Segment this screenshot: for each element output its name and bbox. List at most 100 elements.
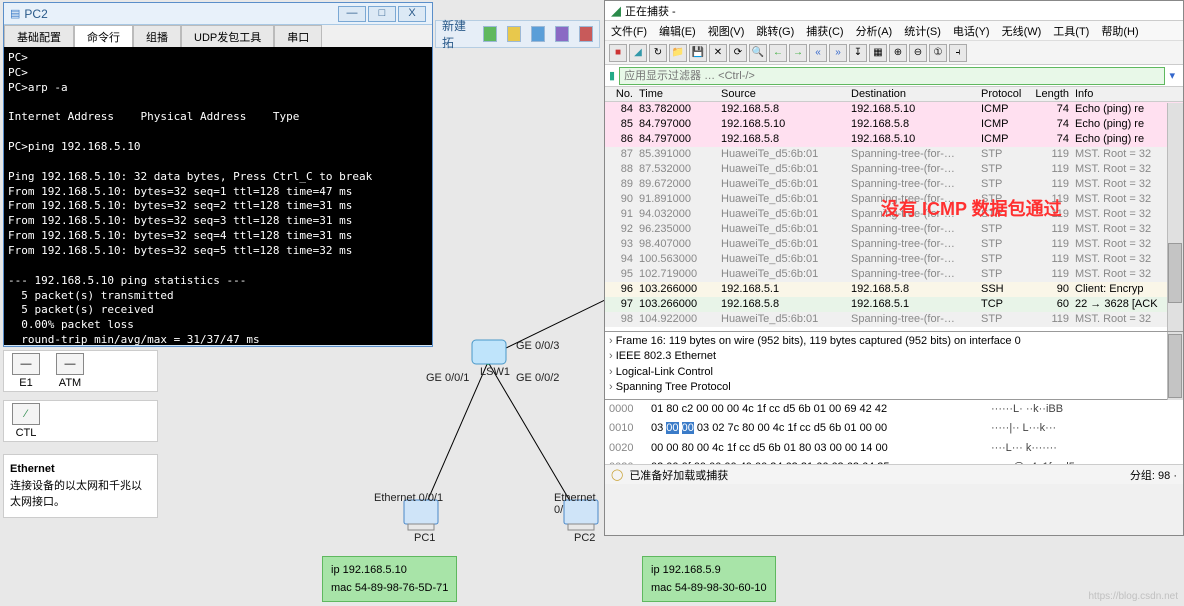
- palette-description: Ethernet 连接设备的以太网和千兆以太网接口。: [3, 454, 158, 518]
- packet-row[interactable]: 9091.891000HuaweiTe_d5:6b:01Spanning-tre…: [605, 192, 1183, 207]
- packet-row[interactable]: 8684.797000192.168.5.8192.168.5.10ICMP74…: [605, 132, 1183, 147]
- ensp-btn-5[interactable]: [579, 26, 593, 42]
- tab-basic[interactable]: 基础配置: [4, 25, 74, 47]
- packet-row[interactable]: 8887.532000HuaweiTe_d5:6b:01Spanning-tre…: [605, 162, 1183, 177]
- watermark: https://blog.csdn.net: [1088, 591, 1178, 602]
- menu-tools[interactable]: 工具(T): [1053, 23, 1089, 39]
- wireshark-titlebar[interactable]: ◢ 正在捕获 -: [605, 1, 1183, 21]
- tab-udp[interactable]: UDP发包工具: [181, 25, 274, 47]
- filter-input[interactable]: [619, 67, 1165, 85]
- tab-multicast[interactable]: 组播: [133, 25, 181, 47]
- pc-icon: ▤: [10, 7, 20, 20]
- wireshark-statusbar: ◯ 已准备好加载或捕获 分组: 98 ·: [605, 464, 1183, 484]
- ensp-btn-4[interactable]: [555, 26, 569, 42]
- tb-save[interactable]: 💾: [689, 44, 707, 62]
- pc2-tabs: 基础配置 命令行 组播 UDP发包工具 串口: [4, 25, 432, 47]
- menu-capture[interactable]: 捕获(C): [806, 23, 843, 39]
- detail-frame[interactable]: Frame 16: 119 bytes on wire (952 bits), …: [609, 334, 1179, 349]
- tb-zoomreset[interactable]: ①: [929, 44, 947, 62]
- tab-cli[interactable]: 命令行: [74, 25, 133, 47]
- detail-llc[interactable]: Logical-Link Control: [609, 365, 1179, 380]
- hex-row[interactable]: 000001 80 c2 00 00 00 4c 1f cc d5 6b 01 …: [605, 400, 1183, 419]
- ensp-btn-1[interactable]: [483, 26, 497, 42]
- tb-find[interactable]: 🔍: [749, 44, 767, 62]
- hex-row[interactable]: 001003 00 00 03 02 7c 80 00 4c 1f cc d5 …: [605, 419, 1183, 438]
- hex-row[interactable]: 002000 00 80 00 4c 1f cc d5 6b 01 80 03 …: [605, 439, 1183, 458]
- packet-bytes[interactable]: 000001 80 c2 00 00 00 4c 1f cc d5 6b 01 …: [605, 400, 1183, 464]
- tb-stop[interactable]: ■: [609, 44, 627, 62]
- menu-view[interactable]: 视图(V): [708, 23, 745, 39]
- tb-next[interactable]: →: [789, 44, 807, 62]
- tb-start[interactable]: ◢: [629, 44, 647, 62]
- menu-analyze[interactable]: 分析(A): [856, 23, 893, 39]
- filter-expr-button[interactable]: ▾: [1169, 69, 1175, 82]
- wireshark-icon: ◢: [611, 3, 621, 19]
- pc2-window: ▤ PC2 — □ X 基础配置 命令行 组播 UDP发包工具 串口 PC> P…: [3, 2, 433, 347]
- menu-go[interactable]: 跳转(G): [756, 23, 794, 39]
- port-g1: GE 0/0/1: [426, 372, 469, 384]
- menu-telephony[interactable]: 电话(Y): [953, 23, 990, 39]
- tb-zoomin[interactable]: ⊕: [889, 44, 907, 62]
- palette-atm[interactable]: —ATM: [56, 353, 84, 389]
- packet-row[interactable]: 8785.391000HuaweiTe_d5:6b:01Spanning-tre…: [605, 147, 1183, 162]
- menu-help[interactable]: 帮助(H): [1101, 23, 1138, 39]
- tb-open[interactable]: 📁: [669, 44, 687, 62]
- packet-row[interactable]: 94100.563000HuaweiTe_d5:6b:01Spanning-tr…: [605, 252, 1183, 267]
- close-button[interactable]: X: [398, 6, 426, 22]
- maximize-button[interactable]: □: [368, 6, 396, 22]
- ensp-btn-3[interactable]: [531, 26, 545, 42]
- packet-scrollbar[interactable]: [1167, 103, 1183, 331]
- detail-stp[interactable]: Spanning Tree Protocol: [609, 380, 1179, 395]
- menu-edit[interactable]: 编辑(E): [659, 23, 696, 39]
- tb-restart[interactable]: ↻: [649, 44, 667, 62]
- device-palette: —E1 —ATM ⁄CTL Ethernet 连接设备的以太网和千兆以太网接口。: [3, 350, 158, 518]
- minimize-button[interactable]: —: [338, 6, 366, 22]
- tb-autoscroll[interactable]: ↧: [849, 44, 867, 62]
- status-packets: 分组: 98 ·: [1130, 467, 1177, 483]
- wireshark-filter-bar: ▮ ▾: [605, 65, 1183, 87]
- packet-row[interactable]: 9296.235000HuaweiTe_d5:6b:01Spanning-tre…: [605, 222, 1183, 237]
- menu-file[interactable]: 文件(F): [611, 23, 647, 39]
- menu-stats[interactable]: 统计(S): [904, 23, 941, 39]
- packet-list-header: No. Time Source Destination Protocol Len…: [605, 87, 1183, 102]
- filter-icon: ▮: [609, 69, 615, 82]
- ensp-tab-label[interactable]: 新建拓: [442, 17, 473, 51]
- switch-label[interactable]: LSW1: [480, 366, 510, 378]
- tab-serial[interactable]: 串口: [274, 25, 322, 47]
- menu-wireless[interactable]: 无线(W): [1002, 23, 1042, 39]
- packet-row[interactable]: 8584.797000192.168.5.10192.168.5.8ICMP74…: [605, 117, 1183, 132]
- ensp-toolbar: 新建拓: [435, 20, 600, 48]
- tb-zoomout[interactable]: ⊖: [909, 44, 927, 62]
- tb-close[interactable]: ✕: [709, 44, 727, 62]
- detail-scrollbar[interactable]: [1167, 332, 1183, 400]
- packet-row[interactable]: 96103.266000192.168.5.1192.168.5.8SSH90C…: [605, 282, 1183, 297]
- tb-reload[interactable]: ⟳: [729, 44, 747, 62]
- packet-row[interactable]: 8989.672000HuaweiTe_d5:6b:01Spanning-tre…: [605, 177, 1183, 192]
- tb-last[interactable]: »: [829, 44, 847, 62]
- packet-list[interactable]: No. Time Source Destination Protocol Len…: [605, 87, 1183, 332]
- ensp-btn-2[interactable]: [507, 26, 521, 42]
- tb-colorize[interactable]: ▦: [869, 44, 887, 62]
- port-g3: GE 0/0/3: [516, 340, 559, 352]
- packet-row[interactable]: 95102.719000HuaweiTe_d5:6b:01Spanning-tr…: [605, 267, 1183, 282]
- palette-ctl[interactable]: ⁄CTL: [12, 403, 40, 439]
- packet-details[interactable]: Frame 16: 119 bytes on wire (952 bits), …: [605, 332, 1183, 400]
- tb-first[interactable]: «: [809, 44, 827, 62]
- packet-row[interactable]: 9194.032000HuaweiTe_d5:6b:01Spanning-tre…: [605, 207, 1183, 222]
- wireshark-toolbar: ■ ◢ ↻ 📁 💾 ✕ ⟳ 🔍 ← → « » ↧ ▦ ⊕ ⊖ ① ⫞: [605, 41, 1183, 65]
- wireshark-title-text: 正在捕获 -: [625, 3, 676, 19]
- packet-row[interactable]: 8483.782000192.168.5.8192.168.5.10ICMP74…: [605, 102, 1183, 117]
- packet-row[interactable]: 98104.922000HuaweiTe_d5:6b:01Spanning-tr…: [605, 312, 1183, 327]
- pc1-label[interactable]: PC1: [414, 532, 435, 544]
- packet-row[interactable]: 97103.266000192.168.5.8192.168.5.1TCP602…: [605, 297, 1183, 312]
- port-e1: Ethernet 0/0/1: [374, 492, 443, 504]
- packet-row[interactable]: 9398.407000HuaweiTe_d5:6b:01Spanning-tre…: [605, 237, 1183, 252]
- pc2-titlebar[interactable]: ▤ PC2 — □ X: [4, 3, 432, 25]
- pc2-label[interactable]: PC2: [574, 532, 595, 544]
- tb-resize[interactable]: ⫞: [949, 44, 967, 62]
- tb-prev[interactable]: ←: [769, 44, 787, 62]
- detail-eth[interactable]: IEEE 802.3 Ethernet: [609, 349, 1179, 364]
- wireshark-window: ◢ 正在捕获 - 文件(F) 编辑(E) 视图(V) 跳转(G) 捕获(C) 分…: [604, 0, 1184, 536]
- topology-canvas[interactable]: LSW1 GE 0/0/1 GE 0/0/2 GE 0/0/3 Ethernet…: [160, 300, 605, 600]
- palette-e1[interactable]: —E1: [12, 353, 40, 389]
